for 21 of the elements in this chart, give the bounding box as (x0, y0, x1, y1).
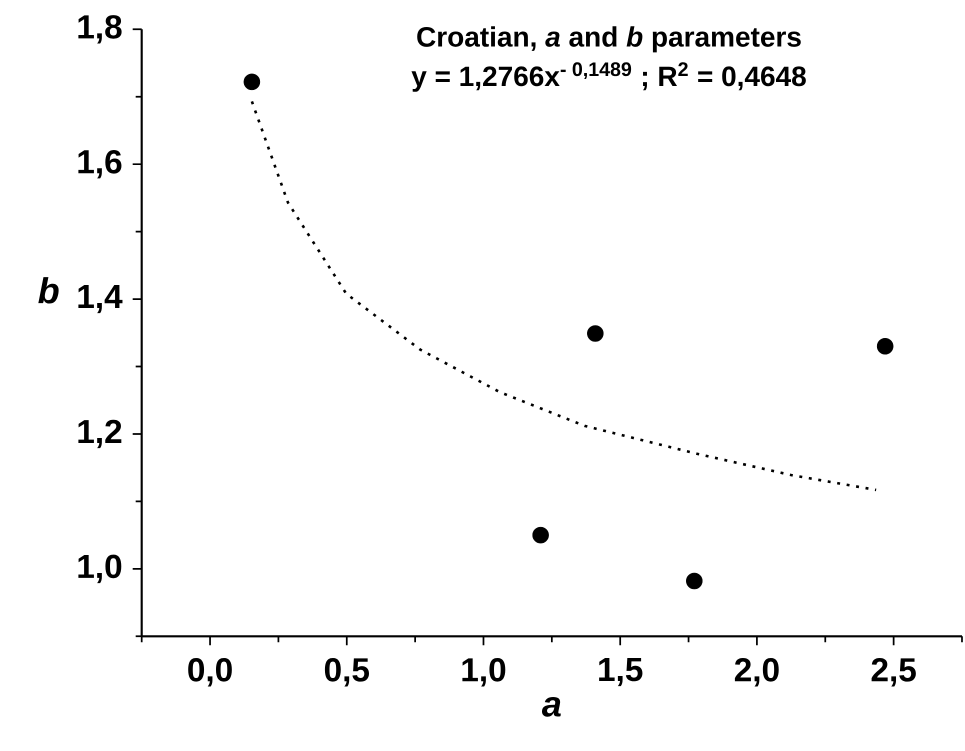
point (587, 325, 604, 342)
line-series (250, 100, 878, 492)
y-tick-label: 1,4 (78, 285, 122, 314)
y-tick-label: 1,2 (78, 420, 122, 448)
x-tick-label: 1,5 (599, 658, 642, 686)
point (686, 572, 703, 590)
point (876, 338, 894, 355)
y-axis-title: b (38, 277, 59, 304)
x-tick-label: 0,0 (188, 658, 232, 686)
chart-title: Croatian, a and b parameters (417, 26, 801, 52)
x-tick-label: 0,5 (324, 658, 370, 686)
y-tick-label: 1,6 (78, 150, 122, 178)
x-tick-label: 2,5 (872, 658, 916, 686)
x-tick-label: 2,0 (734, 658, 779, 686)
point (532, 526, 549, 544)
point (244, 74, 260, 90)
y-tick-label: 1,8 (78, 15, 122, 44)
x-axis-title: a (542, 696, 561, 717)
x-tick-label: 1,0 (462, 658, 506, 686)
text: y = 1,2766x$^{- 0,1489}$ ; R$^{2}$ = 0,4648 (411, 62, 806, 92)
y-tick-label: 1,0 (78, 554, 122, 584)
